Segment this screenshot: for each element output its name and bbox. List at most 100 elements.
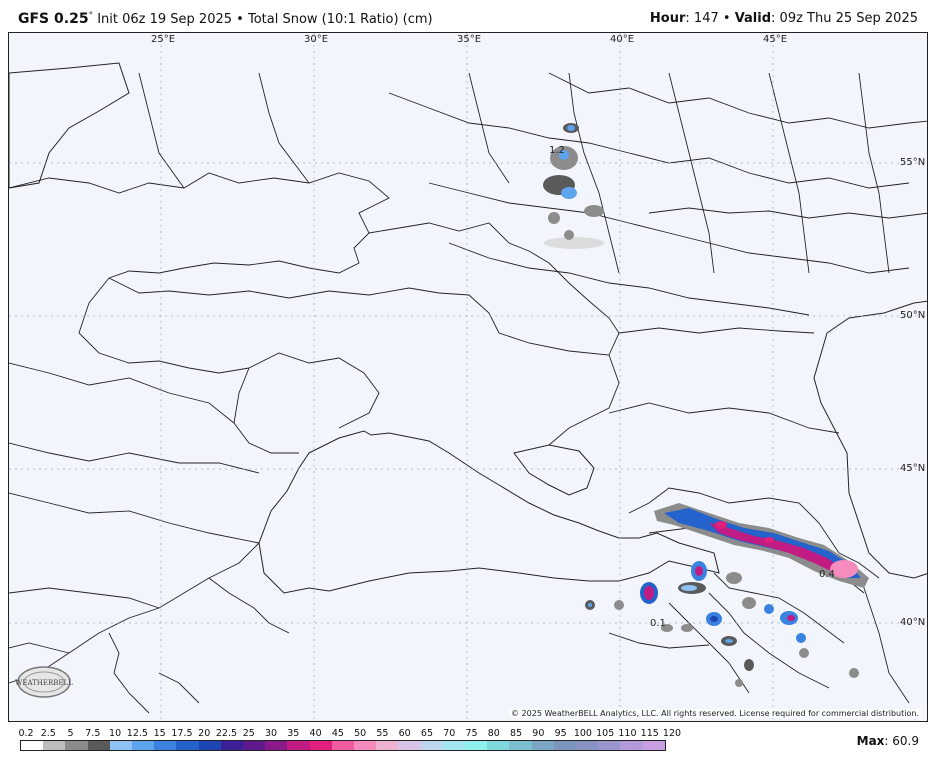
legend-swatch: [331, 741, 355, 750]
logo-text: WEATHERBELL: [15, 679, 73, 687]
graticule: [9, 33, 927, 721]
legend-tick-label: 17.5: [171, 728, 193, 739]
legend-swatch: [487, 741, 510, 750]
legend-tick-label: 105: [596, 728, 615, 739]
max-label: Max: [856, 734, 885, 748]
legend-tick-label: 12.5: [126, 728, 148, 739]
valid-label: Valid: [734, 11, 772, 26]
legend-swatch: [265, 741, 288, 750]
legend-swatch: [65, 741, 88, 750]
legend-swatch: [354, 741, 377, 750]
legend-tick-label: 25: [242, 728, 255, 739]
legend-tick-label: 55: [376, 728, 389, 739]
lon-label-30e: 30°E: [304, 34, 329, 45]
legend-tick-label: 115: [640, 728, 659, 739]
model-name: GFS 0.25: [18, 11, 89, 27]
legend-tick-label: 45: [331, 728, 344, 739]
map-panel[interactable]: 25°E 30°E 35°E 40°E 45°E 55°N 50°N 45°N …: [8, 32, 928, 722]
legend-swatch: [287, 741, 310, 750]
lat-label-55n: 55°N: [900, 157, 926, 168]
point-value-label: 0.1: [650, 618, 666, 629]
weatherbell-logo: WEATHERBELL: [15, 661, 73, 703]
legend-tick-label: 40: [309, 728, 322, 739]
product-name: Total Snow (10:1 Ratio) (cm): [247, 12, 433, 27]
legend-tick-label: 60: [398, 728, 411, 739]
legend-tick-label: 20: [198, 728, 211, 739]
map-canvas: [9, 33, 927, 721]
legend-swatch: [576, 741, 599, 750]
legend-tick-label: 7.5: [85, 728, 101, 739]
legend-tick-label: 95: [554, 728, 567, 739]
legend-swatch: [553, 741, 577, 750]
max-value-readout: Max: 60.9: [857, 734, 919, 748]
lat-label-40n: 40°N: [900, 617, 926, 628]
map-title: GFS 0.25° Init 06z 19 Sep 2025 • Total S…: [18, 11, 433, 27]
legend-tick-label: 10: [109, 728, 122, 739]
legend-tick-label: 90: [532, 728, 545, 739]
copyright-notice: © 2025 WeatherBELL Analytics, LLC. All r…: [509, 709, 921, 718]
lon-label-25e: 25°E: [151, 34, 176, 45]
legend-swatch: [598, 741, 621, 750]
caspian-sea: [813, 300, 927, 579]
legend-swatch: [376, 741, 399, 750]
black-sea: [258, 430, 720, 594]
legend-tick-label: 35: [287, 728, 300, 739]
legend-tick-label: 30: [264, 728, 278, 739]
legend-tick-label: 2.5: [40, 728, 56, 739]
legend-tick-label: 15: [153, 728, 166, 739]
snow-area-north: [543, 123, 604, 249]
legend-swatch: [398, 741, 421, 750]
lon-label-40e: 40°E: [610, 34, 635, 45]
hour-value: : 147: [685, 11, 719, 26]
legend-swatch: [198, 741, 221, 750]
legend-tick-label: 5: [67, 728, 74, 739]
legend-swatch: [176, 741, 199, 750]
legend-swatch: [220, 741, 244, 750]
legend-swatch: [531, 741, 554, 750]
lat-label-45n: 45°N: [900, 463, 926, 474]
legend-tick-label: 100: [573, 728, 592, 739]
valid-time-info: Hour: 147 • Valid: 09z Thu 25 Sep 2025: [650, 11, 918, 26]
legend-tick-label: 70: [443, 728, 456, 739]
legend-swatch: [154, 741, 177, 750]
degree-symbol: °: [88, 11, 94, 21]
title-separator: •: [236, 12, 244, 27]
legend-tick-label: 110: [618, 728, 637, 739]
lon-label-35e: 35°E: [457, 34, 482, 45]
map-header: GFS 0.25° Init 06z 19 Sep 2025 • Total S…: [0, 0, 935, 32]
legend-swatch: [132, 741, 155, 750]
legend-tick-label: 120: [662, 728, 682, 739]
legend-tick-label: 65: [420, 728, 433, 739]
init-time: Init 06z 19 Sep 2025: [97, 12, 233, 27]
legend-tick-label: 75: [465, 728, 478, 739]
baltic-sea: [9, 62, 130, 189]
hour-label: Hour: [649, 11, 686, 26]
lat-label-50n: 50°N: [900, 310, 926, 321]
legend-swatch: [642, 741, 665, 750]
legend-swatch: [109, 741, 133, 750]
legend-swatch: [309, 741, 332, 750]
legend-color-bar: [20, 740, 666, 751]
legend-tick-label: 0.2: [18, 728, 34, 739]
legend-tick-label: 80: [487, 728, 500, 739]
legend-swatch: [43, 741, 66, 750]
valid-separator: •: [722, 11, 731, 26]
max-value: : 60.9: [884, 734, 919, 748]
lon-label-45e: 45°E: [763, 34, 788, 45]
legend-tick-label: 22.5: [215, 728, 238, 739]
legend-tick-label: 50: [354, 728, 367, 739]
legend-swatch: [620, 741, 643, 750]
legend-swatch: [465, 741, 488, 750]
point-value-label: 1.2: [549, 145, 565, 156]
legend-swatch: [442, 741, 466, 750]
legend-swatch: [420, 741, 443, 750]
legend-swatch: [243, 741, 266, 750]
legend-tick-labels: 0.2 2.5 5 7.5 10 12.5 15 17.5 20 22.5 25 30 35 40 45 50…: [18, 728, 682, 739]
legend-swatch: [21, 741, 44, 750]
legend-swatch: [87, 741, 110, 750]
valid-value: : 09z Thu 25 Sep 2025: [771, 11, 918, 26]
point-value-label: 0.4: [819, 569, 835, 580]
snow-area-caucasus: [585, 503, 869, 687]
sea-of-azov: [513, 444, 595, 496]
color-legend: 0.2 2.5 5 7.5 10 12.5 15 17.5 20 22.5 25 30 35 40 45 50…: [18, 728, 682, 764]
